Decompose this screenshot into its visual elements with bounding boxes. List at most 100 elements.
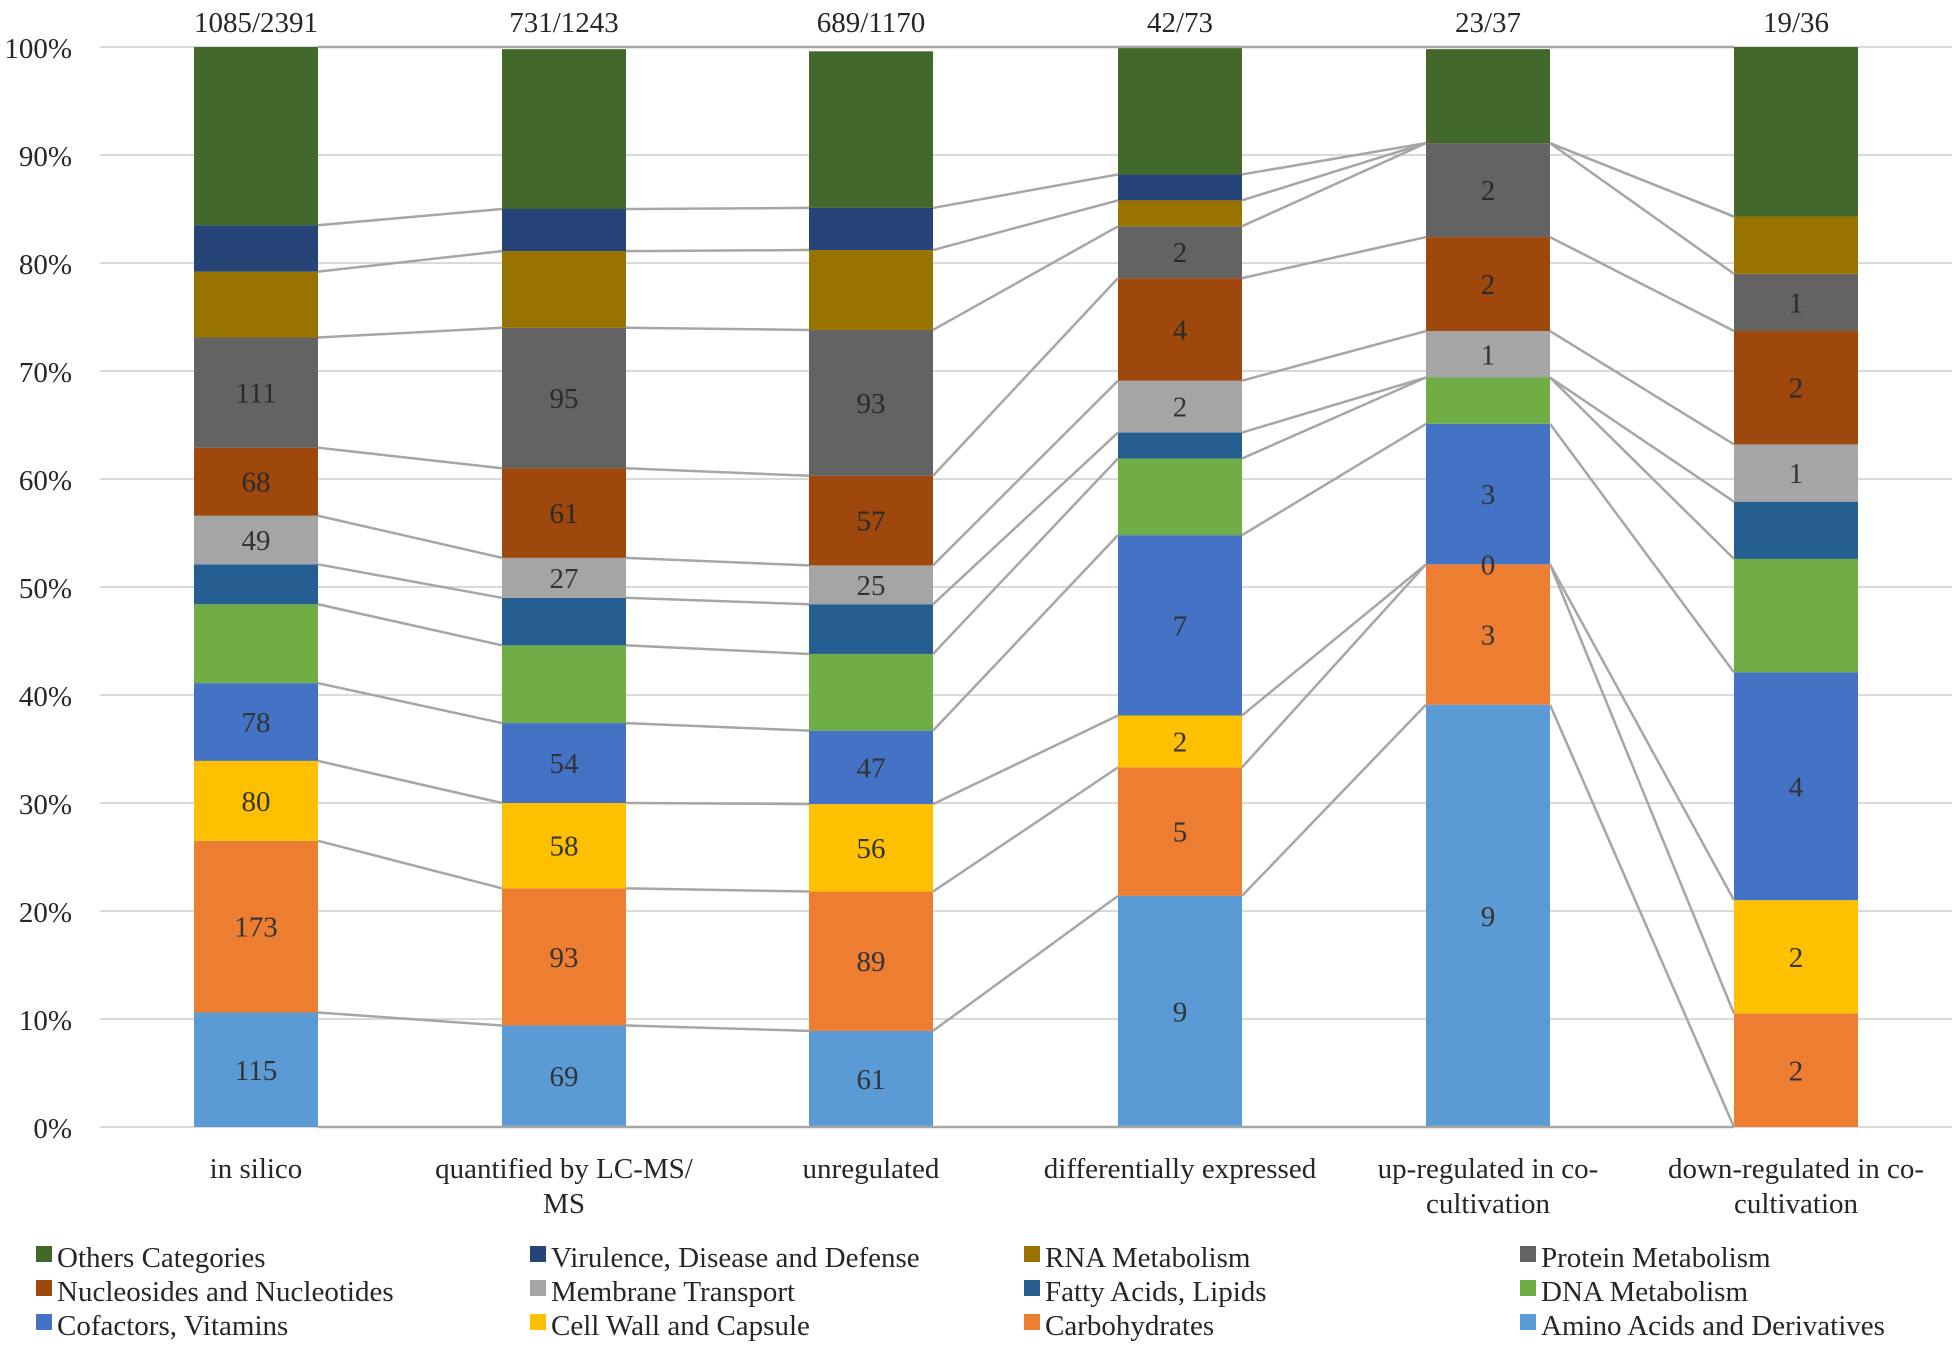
bar-segment: [1426, 377, 1550, 424]
legend-label[interactable]: Protein Metabolism: [1541, 1242, 1771, 1274]
series-line: [932, 534, 1119, 732]
legend-swatch[interactable]: [530, 1314, 546, 1330]
bar-segment: [809, 604, 933, 654]
data-label: 3: [1481, 479, 1496, 511]
legend-swatch[interactable]: [1024, 1246, 1040, 1262]
legend-swatch[interactable]: [36, 1246, 52, 1262]
bar-segment: [1118, 200, 1242, 227]
data-label: 54: [550, 748, 580, 780]
data-label: 56: [857, 833, 886, 865]
bar-segment: [194, 760, 318, 841]
bar-segment: [502, 888, 626, 1026]
legend-swatch[interactable]: [1024, 1280, 1040, 1296]
legend-swatch[interactable]: [1520, 1280, 1536, 1296]
data-label: 2: [1173, 237, 1188, 269]
series-line: [1241, 422, 1427, 537]
legend-swatch[interactable]: [1520, 1314, 1536, 1330]
data-label: 58: [550, 831, 579, 863]
bar-segment: [809, 207, 933, 251]
x-axis-ticks: in silico quantified by LC-MS/MS unregulat…: [210, 1153, 1924, 1220]
data-label: 2: [1789, 942, 1804, 974]
bar-segment: [809, 730, 933, 805]
legend-label[interactable]: Membrane Transport: [551, 1276, 795, 1308]
data-label: 7: [1173, 610, 1188, 642]
legend-label[interactable]: RNA Metabolism: [1045, 1242, 1251, 1274]
series-line: [317, 326, 503, 339]
bar-total-label: 731/1243: [509, 7, 619, 39]
data-label: 27: [550, 563, 579, 595]
legend-label[interactable]: Fatty Acids, Lipids: [1045, 1276, 1267, 1308]
legend-label[interactable]: Cell Wall and Capsule: [551, 1310, 810, 1342]
legend-label[interactable]: Nucleosides and Nucleotides: [57, 1276, 394, 1308]
legend-label[interactable]: DNA Metabolism: [1541, 1276, 1748, 1308]
bar-segment: [502, 209, 626, 252]
x-tick-label: MS: [543, 1188, 585, 1220]
y-tick-label: 60%: [19, 465, 72, 497]
bar-segment: [809, 250, 933, 330]
bar-segment: [502, 327, 626, 469]
series-line: [1241, 235, 1427, 280]
legend-label[interactable]: Virulence, Disease and Defense: [551, 1242, 920, 1274]
bar-segment: [809, 804, 933, 892]
bar-segment: [809, 1030, 933, 1127]
y-axis-ticks: 0% 10% 20% 30% 40% 50% 60% 70% 80% 90% 100%: [4, 33, 72, 1145]
series-line: [317, 1011, 503, 1027]
y-tick-label: 100%: [4, 33, 72, 65]
bar-segment: [1734, 47, 1858, 217]
data-label: 93: [550, 942, 579, 974]
data-label: 9: [1173, 996, 1188, 1028]
y-tick-label: 90%: [19, 141, 72, 173]
series-line: [317, 207, 503, 227]
x-tick-label: quantified by LC-MS/: [435, 1153, 694, 1185]
legend-swatch[interactable]: [530, 1246, 546, 1262]
legend-swatch[interactable]: [530, 1280, 546, 1296]
bar-segment: [1734, 672, 1858, 901]
bar-segment: [194, 683, 318, 761]
legend[interactable]: Others Categories Virulence, Disease and …: [36, 1242, 1885, 1342]
series-line: [1549, 376, 1735, 503]
data-label: 61: [550, 498, 579, 530]
data-label: 2: [1481, 175, 1496, 207]
bar-total-label: 42/73: [1147, 7, 1213, 39]
legend-label[interactable]: Carbohydrates: [1045, 1310, 1214, 1342]
series-line: [1549, 235, 1735, 333]
series-line: [932, 225, 1119, 332]
series-line: [932, 199, 1119, 252]
bar-segment: [194, 604, 318, 684]
data-label: 1: [1789, 287, 1804, 319]
y-tick-label: 70%: [19, 357, 72, 389]
series-line: [932, 894, 1119, 1032]
bar-segment: [194, 225, 318, 272]
legend-label[interactable]: Amino Acids and Derivatives: [1541, 1310, 1885, 1342]
legend-swatch[interactable]: [36, 1314, 52, 1330]
bar-segment: [1426, 704, 1550, 1127]
series-line: [317, 839, 503, 890]
bar-segment: [1734, 273, 1858, 332]
data-label: 3: [1481, 620, 1496, 652]
series-line: [932, 431, 1119, 606]
bar-segment: [1734, 900, 1858, 1014]
legend-label[interactable]: Cofactors, Vitamins: [57, 1310, 288, 1342]
series-line: [317, 249, 503, 273]
bar-segment: [194, 564, 318, 605]
series-line: [1241, 563, 1427, 717]
legend-swatch[interactable]: [1024, 1314, 1040, 1330]
y-tick-label: 20%: [19, 897, 72, 929]
bar-segment: [1426, 143, 1550, 238]
bar-segment: [1734, 331, 1858, 445]
bar-segment: [809, 565, 933, 605]
bar-segment: [502, 597, 626, 646]
series-line: [1549, 329, 1735, 446]
bar-segment: [194, 515, 318, 565]
bar-segment: [194, 271, 318, 338]
legend-swatch[interactable]: [1520, 1246, 1536, 1262]
data-label: 111: [235, 378, 276, 410]
series-line: [1241, 141, 1427, 176]
legend-label[interactable]: Others Categories: [57, 1242, 266, 1274]
y-tick-label: 80%: [19, 249, 72, 281]
bar-totals: 1085/2391 731/1243 689/1170 42/73 23/37 19/36: [194, 7, 1829, 39]
data-label: 115: [235, 1055, 277, 1087]
legend-swatch[interactable]: [36, 1280, 52, 1296]
series-line: [932, 173, 1119, 210]
bar-segment: [502, 557, 626, 598]
